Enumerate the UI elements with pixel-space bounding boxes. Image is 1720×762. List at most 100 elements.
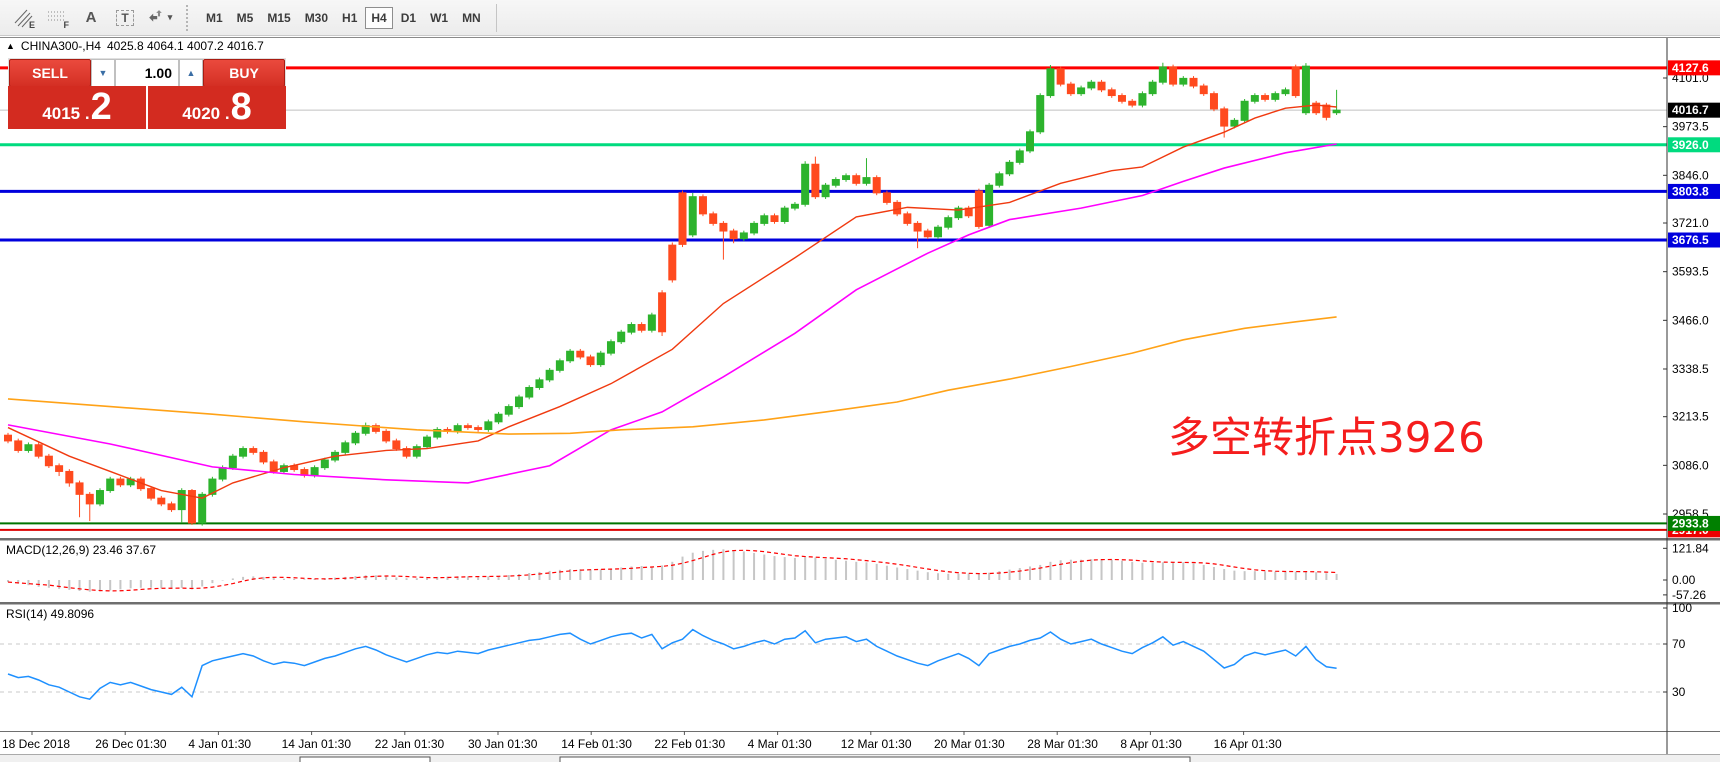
timeframe-button-mn[interactable]: MN [456,7,487,29]
text-label-tool-icon[interactable]: T [110,4,140,32]
macd-axis-tick-label: -57.26 [1672,588,1706,602]
candle [974,190,983,227]
candle [515,396,523,408]
candle [228,455,237,469]
price-axis-tick-label: 3721.0 [1672,216,1709,230]
candle [259,451,268,463]
candle [617,331,626,343]
timeframe-button-m5[interactable]: M5 [231,7,260,29]
sell-price[interactable]: 4015 . 2 [8,86,148,129]
candle [310,467,319,476]
timeframe-button-d1[interactable]: D1 [395,7,422,29]
fibonacci-tool-icon[interactable]: F [48,11,69,30]
candle [944,217,953,228]
candle [208,478,217,495]
date-axis-label: 4 Jan 01:30 [188,737,251,751]
candle [433,428,442,438]
candle [1322,104,1331,118]
timeframe-button-h4[interactable]: H4 [365,6,393,29]
volume-input[interactable] [115,59,179,87]
candle [85,493,94,505]
toolbar-separator [495,3,497,32]
date-axis-label: 14 Feb 01:30 [561,737,632,751]
candle [750,222,759,234]
pane-separator-macd [0,538,1720,541]
candle [1169,66,1178,85]
candle [34,444,43,457]
candle [668,244,677,281]
ma-mid-line [7,143,1337,484]
main-toolbar: E F A T ▾ M1 M5 M15 M30 H1 H4 D1 W1 MN [0,0,1720,36]
chart-text-annotation: 多空转折点3926 [1168,413,1485,462]
candle [504,406,513,415]
candle [1250,95,1259,102]
candle [934,226,943,238]
timeframe-button-m1[interactable]: M1 [200,7,229,29]
candle [698,196,707,215]
candle [55,465,64,472]
price-badge [1668,515,1720,531]
timeframe-button-m30[interactable]: M30 [299,7,334,29]
candle [463,425,472,429]
timeframe-button-h1[interactable]: H1 [336,7,363,29]
volume-up-button[interactable]: ▲ [179,59,203,87]
price-badge [1668,60,1720,76]
price-axis-tick-label: 3338.5 [1672,362,1709,376]
buy-price-big-digit: 8 [230,86,252,128]
candle [1312,102,1321,114]
candle [1107,89,1116,97]
candle [157,497,166,505]
symbol-timeframe-label: CHINA300-,H4 [20,39,101,53]
price-badge-label: 3676.5 [1672,233,1709,247]
date-axis-label: 20 Mar 01:30 [934,737,1005,751]
candle [1077,87,1086,95]
ma-slow-line [7,316,1337,435]
candle [637,324,646,331]
pane-separator-rsi [0,602,1720,605]
candle [1056,68,1065,85]
price-badge [1668,102,1720,118]
candle [4,434,12,442]
candle [903,213,912,224]
sell-price-big-digit: 2 [90,86,112,128]
toolbar-drag-handle[interactable] [186,4,193,31]
sell-button[interactable]: SELL [9,59,91,87]
candle [494,413,503,423]
bottom-panel-edge [299,756,431,762]
timeframe-button-m15[interactable]: M15 [261,7,296,29]
text-tool-icon[interactable]: A [85,9,97,26]
candle [801,163,810,205]
candle [627,324,636,333]
buy-price[interactable]: 4020 . 8 [148,86,286,129]
arrows-tool-icon[interactable]: ▾ [144,4,174,32]
candle [116,478,125,486]
equidistant-channel-tool-icon[interactable]: E [8,4,38,32]
candle [95,490,104,505]
volume-down-button[interactable]: ▼ [91,59,115,87]
candle [1036,95,1045,133]
candle [821,184,830,198]
candle [596,352,605,366]
buy-button[interactable]: BUY [203,59,285,87]
date-axis-label: 26 Dec 01:30 [95,737,167,751]
trade-panel-top-row: SELL ▼ ▲ BUY [8,58,286,87]
timeframe-button-w1[interactable]: W1 [424,7,454,29]
price-axis-tick-label: 3466.0 [1672,313,1709,327]
candle [1015,150,1024,163]
candle [382,430,391,442]
date-axis-label: 8 Apr 01:30 [1120,737,1182,751]
collapse-marker-icon[interactable]: ▲ [6,41,15,51]
candle [995,173,1004,186]
price-badge-label: 4016.7 [1672,103,1709,117]
drawing-tools-group: E F A T ▾ [6,4,176,32]
candle [566,350,575,362]
price-axis-tick-label: 3213.5 [1672,410,1709,424]
macd-signal-line [7,549,1337,592]
date-axis-label: 14 Jan 01:30 [282,737,352,751]
candle [719,222,728,232]
candle [1046,68,1055,97]
candle [106,478,115,492]
candle [167,503,176,511]
